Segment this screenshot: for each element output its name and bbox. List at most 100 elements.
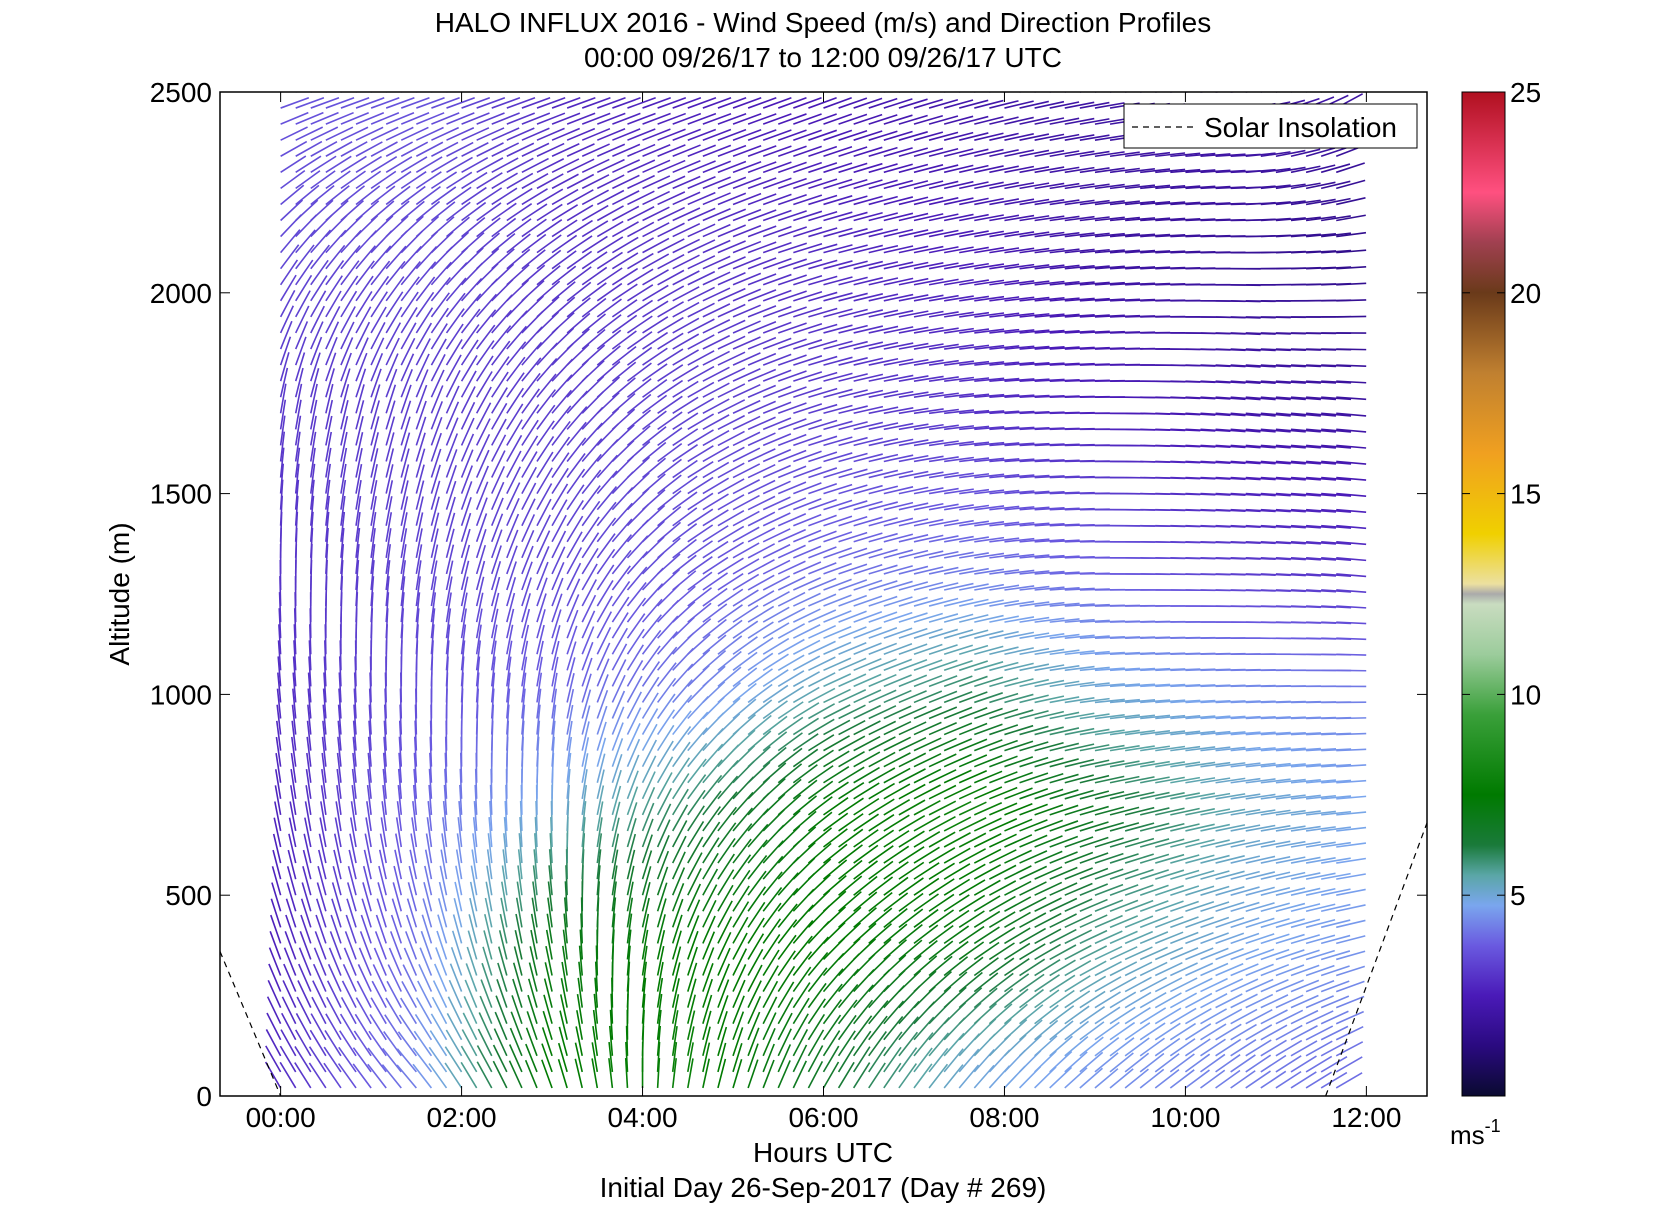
wind-vector bbox=[430, 480, 441, 510]
wind-vector bbox=[453, 898, 463, 928]
wind-vector bbox=[1275, 380, 1306, 384]
wind-vector bbox=[702, 759, 723, 784]
wind-vector bbox=[1019, 1019, 1043, 1041]
wind-vector bbox=[732, 869, 751, 896]
wind-vector bbox=[1185, 792, 1216, 800]
wind-vector bbox=[581, 689, 592, 719]
wind-vector bbox=[460, 1061, 478, 1089]
wind-vector bbox=[928, 737, 957, 752]
wind-vector bbox=[732, 144, 762, 158]
wind-vector bbox=[973, 972, 999, 993]
wind-vector bbox=[1305, 1071, 1333, 1089]
wind-vector bbox=[415, 156, 443, 174]
wind-vector bbox=[989, 739, 1018, 752]
wind-vector bbox=[656, 724, 675, 752]
wind-vector bbox=[1155, 168, 1186, 174]
wind-vector bbox=[702, 160, 732, 174]
wind-vector bbox=[732, 510, 760, 527]
wind-vector bbox=[1109, 249, 1140, 254]
wind-vector bbox=[792, 997, 810, 1025]
wind-vector bbox=[1094, 883, 1124, 896]
wind-vector bbox=[1125, 233, 1156, 238]
wind-vector bbox=[702, 540, 729, 559]
wind-vector bbox=[989, 630, 1019, 639]
wind-vector bbox=[536, 249, 562, 270]
wind-vector bbox=[762, 622, 790, 639]
wind-vector bbox=[1019, 506, 1050, 511]
wind-vector bbox=[594, 977, 599, 1008]
colorbar-tick-label: 25 bbox=[1510, 77, 1541, 108]
wind-vector bbox=[1049, 133, 1080, 141]
wind-vector bbox=[1260, 1039, 1287, 1057]
wind-vector bbox=[1200, 777, 1231, 784]
wind-vector bbox=[672, 523, 698, 543]
wind-vector bbox=[823, 404, 853, 415]
wind-vector bbox=[355, 400, 365, 430]
wind-vector bbox=[379, 833, 387, 864]
wind-vector bbox=[687, 994, 696, 1024]
wind-vector bbox=[898, 924, 923, 945]
wind-vector bbox=[868, 438, 899, 447]
wind-vector bbox=[1185, 869, 1215, 880]
wind-vector bbox=[581, 500, 601, 527]
wind-vector bbox=[702, 931, 716, 960]
wind-vector bbox=[762, 273, 792, 286]
wind-vector bbox=[626, 913, 633, 944]
wind-vector bbox=[325, 447, 332, 478]
wind-vector bbox=[853, 97, 883, 109]
wind-vector bbox=[808, 435, 838, 447]
wind-vector bbox=[1004, 740, 1034, 752]
wind-vector bbox=[1275, 428, 1306, 433]
wind-vector bbox=[476, 1045, 493, 1073]
wind-vector bbox=[385, 112, 415, 125]
wind-vector bbox=[762, 241, 792, 254]
wind-vector bbox=[793, 513, 822, 527]
wind-vector bbox=[656, 803, 672, 832]
wind-vector bbox=[943, 230, 974, 238]
wind-vector bbox=[581, 251, 608, 270]
wind-vector bbox=[1079, 297, 1110, 302]
wind-vector bbox=[1200, 854, 1230, 864]
wind-vector bbox=[1290, 460, 1321, 465]
x-tick-label: 12:00 bbox=[1331, 1102, 1401, 1133]
x-axis-label: Hours UTC bbox=[753, 1137, 893, 1168]
wind-vector bbox=[792, 764, 818, 784]
wind-vector bbox=[1336, 460, 1367, 465]
wind-vector bbox=[521, 157, 549, 174]
wind-vector bbox=[415, 338, 431, 366]
wind-vector bbox=[1290, 887, 1321, 896]
y-tick-label: 1000 bbox=[150, 679, 212, 710]
wind-vector bbox=[521, 203, 548, 222]
wind-vector bbox=[656, 914, 666, 944]
wind-vector bbox=[1275, 871, 1306, 880]
wind-vector bbox=[385, 306, 403, 334]
wind-vector bbox=[536, 672, 543, 703]
wind-vector bbox=[1109, 760, 1140, 768]
wind-vector bbox=[475, 433, 491, 462]
wind-vector bbox=[656, 1025, 662, 1056]
wind-vector bbox=[702, 398, 730, 414]
wind-vector bbox=[1064, 634, 1095, 639]
wind-vector bbox=[1064, 297, 1095, 302]
wind-vector bbox=[1275, 747, 1306, 752]
wind-vector bbox=[913, 1032, 934, 1057]
wind-vector bbox=[1290, 979, 1320, 993]
wind-vector bbox=[1140, 791, 1170, 800]
wind-vector bbox=[1064, 774, 1094, 784]
wind-vector bbox=[898, 375, 929, 382]
wind-vector bbox=[974, 536, 1005, 543]
wind-vector bbox=[883, 228, 914, 238]
wind-vector bbox=[611, 865, 618, 896]
wind-vector bbox=[310, 229, 332, 254]
wind-vector bbox=[355, 155, 382, 174]
wind-vector bbox=[717, 272, 746, 286]
wind-vector bbox=[1034, 313, 1065, 318]
wind-vector bbox=[1155, 201, 1186, 206]
wind-vector bbox=[551, 577, 564, 607]
wind-vector bbox=[612, 174, 640, 190]
wind-vector bbox=[1034, 100, 1065, 109]
wind-vector bbox=[853, 642, 882, 655]
wind-vector bbox=[1245, 762, 1276, 768]
wind-vector bbox=[415, 353, 430, 382]
wind-vector bbox=[883, 876, 909, 896]
